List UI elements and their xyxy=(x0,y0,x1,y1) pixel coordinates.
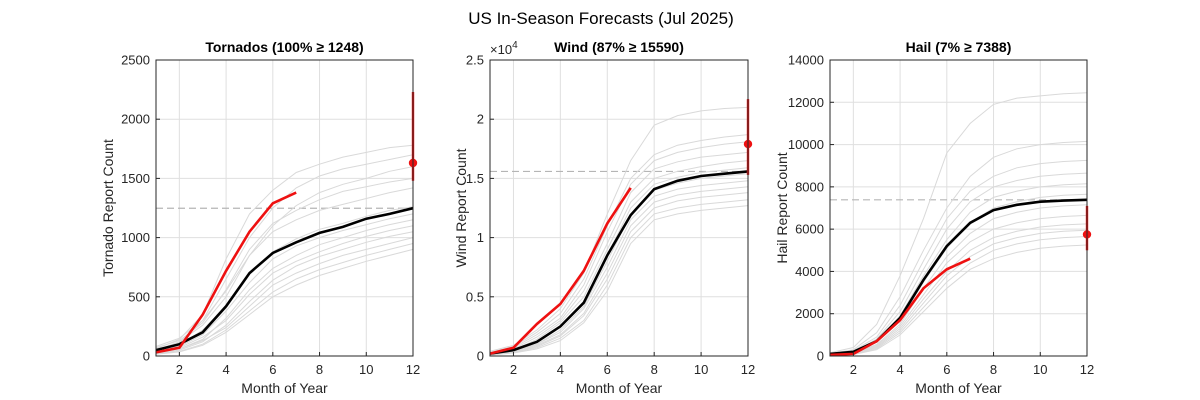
x-tick-label: 8 xyxy=(990,362,997,377)
past-year-line xyxy=(829,92,1088,354)
past-year-line xyxy=(829,244,1088,356)
panel-title: Hail (7% ≥ 7388) xyxy=(906,39,1012,55)
x-tick-label: 4 xyxy=(896,362,903,377)
y-tick-label: 1500 xyxy=(121,171,150,186)
y-tick-label: 10000 xyxy=(788,137,824,152)
past-year-line xyxy=(489,186,749,356)
chart-panel-2: 2 4 6 8 10 12 0 0.5 1 1.5 2 2.5 ×104 Wind (87% ≥ 1559… xyxy=(453,39,755,396)
past-year-line xyxy=(489,192,749,356)
y-tick-label: 2500 xyxy=(121,53,150,68)
plot-frame xyxy=(829,59,1088,357)
x-tick-label: 10 xyxy=(694,362,708,377)
past-year-line xyxy=(829,183,1088,355)
plot-frame xyxy=(489,59,749,357)
y-axis-label: Tornado Report Count xyxy=(100,139,116,277)
past-year-line xyxy=(829,204,1088,356)
past-year-line xyxy=(155,166,414,351)
x-tick-label: 12 xyxy=(406,362,420,377)
x-tick-label: 12 xyxy=(1080,362,1094,377)
past-year-line xyxy=(155,177,414,349)
past-year-line xyxy=(829,214,1088,356)
past-year-line xyxy=(155,248,414,355)
past-year-line xyxy=(489,141,749,353)
y-axis-label: Wind Report Count xyxy=(453,148,469,267)
climatology-mean-line xyxy=(155,206,414,352)
past-year-line xyxy=(489,160,749,355)
past-year-line xyxy=(155,213,414,352)
y-tick-label: 4000 xyxy=(795,264,824,279)
y-tick-label: 0 xyxy=(477,349,484,364)
past-year-line xyxy=(489,106,749,352)
past-year-line xyxy=(155,187,414,347)
x-tick-label: 2 xyxy=(176,362,183,377)
x-tick-label: 6 xyxy=(269,362,276,377)
y-tick-label: 0 xyxy=(143,349,150,364)
x-tick-label: 12 xyxy=(741,362,755,377)
past-year-line xyxy=(829,236,1088,356)
past-year-line xyxy=(829,229,1088,356)
climatology-mean-line xyxy=(829,198,1088,356)
y-tick-label: 500 xyxy=(128,289,150,304)
y-tick-label: 1 xyxy=(477,230,484,245)
x-tick-label: 2 xyxy=(850,362,857,377)
y-tick-label: 1000 xyxy=(121,230,150,245)
past-year-line xyxy=(829,140,1088,354)
plot-frame xyxy=(155,59,414,357)
x-axis-label: Month of Year xyxy=(915,380,1002,396)
y-axis-label: Hail Report Count xyxy=(774,152,790,263)
observed-2025-line xyxy=(489,187,632,355)
x-tick-label: 6 xyxy=(943,362,950,377)
y-exponent-label: ×104 xyxy=(490,40,518,57)
past-year-line xyxy=(489,199,749,356)
chart-panel-3: 2 4 6 8 10 12 0 2000 4000 6000 8000 10000 12000 14000… xyxy=(774,39,1094,396)
past-year-line xyxy=(155,237,414,353)
x-tick-label: 8 xyxy=(316,362,323,377)
past-year-line xyxy=(155,225,414,353)
x-axis-label: Month of Year xyxy=(576,380,663,396)
observed-2025-line xyxy=(155,191,297,354)
past-year-line xyxy=(155,219,414,354)
climatology-mean-line xyxy=(489,170,749,355)
y-tick-label: 1.5 xyxy=(466,171,484,186)
panel-title: Wind (87% ≥ 15590) xyxy=(554,39,684,55)
x-tick-label: 4 xyxy=(222,362,229,377)
past-year-line xyxy=(155,243,414,355)
x-tick-label: 2 xyxy=(510,362,517,377)
y-tick-label: 8000 xyxy=(795,179,824,194)
y-tick-label: 2 xyxy=(477,112,484,127)
past-year-line xyxy=(829,159,1088,355)
past-year-line xyxy=(829,223,1088,356)
x-tick-label: 4 xyxy=(557,362,564,377)
past-year-line xyxy=(489,134,749,353)
past-year-line xyxy=(489,205,749,356)
chart-panel-1: 2 4 6 8 10 12 0 500 1000 1500 2000 2500 Tornados (10… xyxy=(100,39,420,396)
x-tick-label: 10 xyxy=(359,362,373,377)
past-year-line xyxy=(489,151,749,354)
y-exponent-power: 4 xyxy=(512,40,518,51)
figure-title: US In-Season Forecasts (Jul 2025) xyxy=(468,9,734,28)
past-year-line xyxy=(489,173,749,355)
y-tick-label: 0 xyxy=(817,349,824,364)
past-year-line xyxy=(155,206,414,353)
x-tick-label: 6 xyxy=(604,362,611,377)
y-tick-label: 12000 xyxy=(788,95,824,110)
past-year-line xyxy=(489,180,749,355)
y-tick-label: 2000 xyxy=(795,306,824,321)
x-tick-label: 8 xyxy=(651,362,658,377)
x-axis-label: Month of Year xyxy=(241,380,328,396)
y-tick-label: 0.5 xyxy=(466,289,484,304)
y-tick-label: 2000 xyxy=(121,112,150,127)
y-tick-label: 14000 xyxy=(788,53,824,68)
past-year-line xyxy=(829,172,1088,355)
x-tick-label: 10 xyxy=(1033,362,1047,377)
y-tick-label: 6000 xyxy=(795,222,824,237)
past-year-line xyxy=(155,231,414,355)
panel-title: Tornados (100% ≥ 1248) xyxy=(205,39,363,55)
y-tick-label: 2.5 xyxy=(466,53,484,68)
